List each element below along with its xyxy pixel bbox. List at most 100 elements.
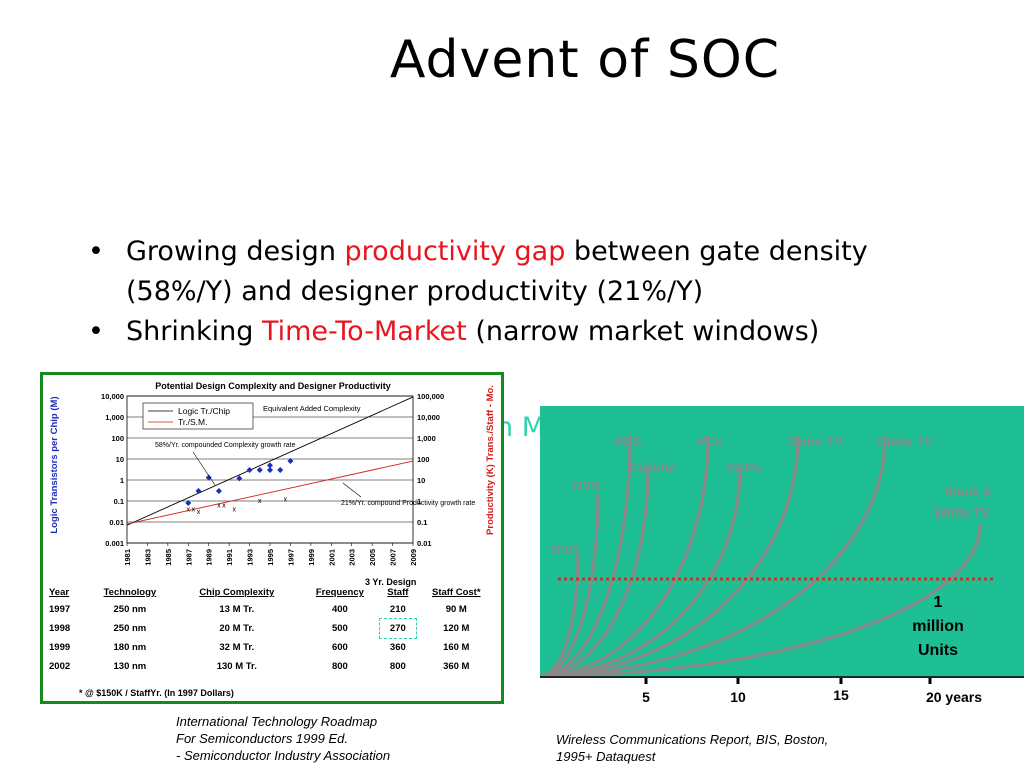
threshold-label: Units xyxy=(918,642,958,659)
table-cell: 250 nm xyxy=(113,604,147,615)
table-footnote: * @ $150K / StaffYr. (In 1997 Dollars) xyxy=(79,688,234,698)
series-label: Cable TV xyxy=(877,434,933,449)
bullet-text: (narrow market windows) xyxy=(466,316,820,347)
table-cell: 1998 xyxy=(49,623,71,634)
data-point-staff: x xyxy=(233,506,237,513)
data-point-logic xyxy=(236,475,243,482)
data-point-logic xyxy=(205,474,212,481)
data-point-logic xyxy=(195,487,202,494)
table-cell: 130 M Tr. xyxy=(216,661,257,672)
series-label: PCs xyxy=(697,434,722,449)
table-cell: 800 xyxy=(331,661,348,672)
y2-tick-label: 100 xyxy=(417,455,430,464)
series-label: Color TV xyxy=(789,434,843,449)
series-staff-line xyxy=(126,460,414,525)
adoption-curve xyxy=(541,467,650,678)
reference-line: For Semiconductors 1999 Ed. xyxy=(176,731,348,746)
table-cell: 270 xyxy=(379,618,417,639)
annotation-58: 58%/Yr. compounded Complexity growth rat… xyxy=(155,442,296,449)
series-label: DVB xyxy=(573,478,600,493)
x-tick-label: 20 years xyxy=(926,689,982,705)
annotation-arrow xyxy=(342,482,362,498)
bullet-item: Shrinking Time-To-Market (narrow market … xyxy=(88,312,968,356)
x-tick-label: 10 xyxy=(730,689,746,705)
bullet-highlight: productivity gap xyxy=(344,236,566,267)
data-point-logic xyxy=(246,466,253,473)
data-point-staff: x xyxy=(258,498,262,505)
series-label: Cellular xyxy=(629,460,677,475)
hidden-text: n M xyxy=(496,412,545,443)
x-tick-label: 1995 xyxy=(266,549,275,566)
series-label: White TV xyxy=(934,505,990,520)
y2-tick-label: 10,000 xyxy=(417,413,440,422)
adoption-figure: PCS PCs Color TV Cable TV Cellular VCRs DVB Bla… xyxy=(540,406,1024,678)
table-cell: 250 nm xyxy=(113,623,147,634)
table-cell: 130 nm xyxy=(113,661,147,672)
adoption-curve xyxy=(541,553,580,678)
table-cell: 500 xyxy=(331,623,348,634)
data-point-logic xyxy=(277,466,284,473)
series-label: DVD xyxy=(551,542,578,557)
table-header: Chip Complexity xyxy=(199,587,275,598)
adoption-curve xyxy=(541,435,887,678)
y-tick-label: 0.1 xyxy=(114,497,124,506)
y-tick-label: 1 xyxy=(120,476,124,485)
table-cell: 90 M xyxy=(445,604,467,615)
legend-logic: Logic Tr./Chip xyxy=(178,406,230,416)
x-tick-label: 2009 xyxy=(409,549,418,566)
table-cell: 1997 xyxy=(49,604,71,615)
data-point-logic xyxy=(287,458,294,465)
data-point-staff: x xyxy=(217,503,221,510)
bullet-text: Growing design xyxy=(126,236,345,267)
data-point-staff: x xyxy=(192,506,196,513)
reference-line: International Technology Roadmap xyxy=(176,714,378,729)
y2-tick-label: 100,000 xyxy=(417,392,444,401)
table-row: 1998 250 nm 20 M Tr. 500 270 120 M xyxy=(47,618,497,639)
y2-tick-label: 1 xyxy=(417,497,421,506)
series-label: PCS xyxy=(615,434,642,449)
adoption-curve xyxy=(541,467,742,678)
x-tick-label: 2003 xyxy=(348,549,357,566)
table-cell: 1999 xyxy=(49,642,71,653)
x-tick-label: 1985 xyxy=(164,549,173,566)
table-cell: 20 M Tr. xyxy=(219,623,255,634)
x-tick-label: 2001 xyxy=(327,549,336,566)
y2-tick-label: 0.01 xyxy=(417,539,432,548)
table-cell: 360 xyxy=(389,642,406,653)
reference-line: - Semiconductor Industry Association xyxy=(176,748,391,763)
table-cell: 360 M xyxy=(443,661,470,672)
y-tick-label: 10 xyxy=(116,455,124,464)
y2-tick-label: 0.1 xyxy=(417,518,427,527)
series-logic-line xyxy=(126,396,414,526)
table-header: Year xyxy=(49,587,70,598)
chart-title: Potential Design Complexity and Designer… xyxy=(155,381,391,391)
bullet-list: Growing design productivity gap between … xyxy=(88,232,968,356)
right-reference: Wireless Communications Report, BIS, Bos… xyxy=(556,731,828,765)
table-cell: 13 M Tr. xyxy=(219,604,255,615)
data-point-staff: x xyxy=(284,496,288,503)
data-point-logic xyxy=(267,466,273,473)
reference-line: Wireless Communications Report, BIS, Bos… xyxy=(556,732,829,747)
table-header: Staff xyxy=(387,587,409,598)
x-tick-label: 1981 xyxy=(123,549,132,566)
x-tick-label: 15 xyxy=(833,687,849,703)
left-reference: International Technology Roadmap For Sem… xyxy=(176,713,390,764)
table-cell: 32 M Tr. xyxy=(219,642,255,653)
itrs-figure: Potential Design Complexity and Designer… xyxy=(40,372,504,704)
reference-line: 1995+ Dataquest xyxy=(556,749,656,764)
y-tick-label: 0.01 xyxy=(109,518,124,527)
threshold-label: 1 xyxy=(934,594,943,611)
table-cell: 400 xyxy=(331,604,348,615)
y-tick-label: 1,000 xyxy=(105,413,124,422)
x-tick-label: 1989 xyxy=(205,549,214,566)
data-point-logic xyxy=(267,462,273,469)
series-label: Black & xyxy=(944,484,992,499)
y-axis-label: Logic Transistors per Chip (M) xyxy=(49,396,60,533)
adoption-x-axis: 5 10 15 20 years xyxy=(642,678,982,705)
complexity-productivity-chart: Potential Design Complexity and Designer… xyxy=(49,381,496,587)
x-tick-label: 1993 xyxy=(246,549,255,566)
table-header: Frequency xyxy=(315,587,364,598)
slide-title: Advent of SOC xyxy=(389,30,781,90)
x-tick-label: 1999 xyxy=(307,549,316,566)
table-cell: 2002 xyxy=(49,661,71,672)
